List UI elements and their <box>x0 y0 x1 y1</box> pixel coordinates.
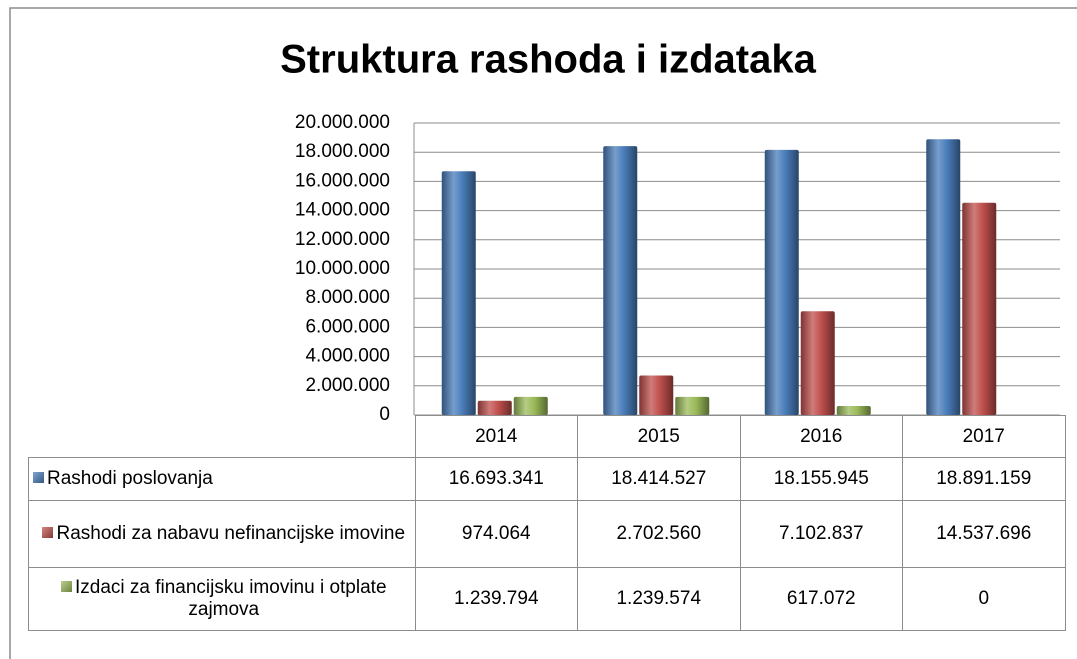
bar <box>764 149 799 415</box>
legend-key <box>60 581 72 592</box>
legend-label: Rashodi poslovanja <box>47 468 213 489</box>
bar <box>962 202 997 415</box>
data-label: 18.414.527 <box>577 457 741 501</box>
legend-entry: Rashodi poslovanja <box>28 457 416 501</box>
data-label: 2.702.560 <box>577 500 741 568</box>
legend-key <box>33 472 44 483</box>
y-tick-label: 12.000.000 <box>295 229 390 250</box>
data-label: 7.102.837 <box>739 500 903 568</box>
table-corner <box>28 415 416 458</box>
data-label: 14.537.696 <box>902 500 1066 568</box>
x-tick-label: 2016 <box>739 415 903 458</box>
data-label: 1.239.794 <box>414 567 578 631</box>
bar <box>477 400 512 415</box>
y-tick-label: 10.000.000 <box>295 258 390 279</box>
y-tick-label: 2.000.000 <box>305 375 390 396</box>
data-label: 617.072 <box>739 567 903 631</box>
y-tick-label: 20.000.000 <box>295 112 390 133</box>
legend-label: Izdaci za financijsku imovinu i otplate … <box>74 577 387 620</box>
bar <box>675 396 710 415</box>
data-label: 974.064 <box>414 500 578 568</box>
data-label: 16.693.341 <box>414 457 578 501</box>
bar <box>639 375 674 415</box>
y-tick-label: 14.000.000 <box>295 200 390 221</box>
y-tick-label: 4.000.000 <box>305 346 390 367</box>
bar <box>603 146 638 416</box>
legend-key <box>42 527 54 538</box>
bar <box>836 405 871 415</box>
chart-title: Struktura rashoda i izdataka <box>280 38 816 82</box>
x-tick-label: 2014 <box>414 415 578 458</box>
x-tick-label: 2015 <box>577 415 741 458</box>
data-label: 0 <box>902 567 1066 631</box>
bar <box>926 139 961 415</box>
table-header-row: 2014 2015 2016 2017 <box>28 415 1066 458</box>
y-tick-label: 0 <box>379 404 390 425</box>
y-tick-label: 18.000.000 <box>295 141 390 162</box>
data-table: 2014 2015 2016 2017 Rashodi poslovanja 16.693… <box>28 415 1066 631</box>
bar <box>800 311 835 415</box>
legend-entry: Rashodi za nabavu nefinancijske imovine <box>28 500 416 568</box>
legend-entry: Izdaci za financijsku imovinu i otplate … <box>28 567 416 631</box>
table-row: Izdaci za financijsku imovinu i otplate … <box>28 567 1066 631</box>
table-row: Rashodi poslovanja 16.693.341 18.414.527 18… <box>28 457 1066 501</box>
table-row: Rashodi za nabavu nefinancijske imovine 9… <box>28 500 1066 568</box>
y-tick-label: 16.000.000 <box>295 170 390 191</box>
y-tick-label: 6.000.000 <box>305 316 390 337</box>
bar <box>441 171 476 415</box>
data-label: 1.239.574 <box>577 567 741 631</box>
y-tick-label: 8.000.000 <box>305 287 390 308</box>
data-label: 18.155.945 <box>739 457 903 501</box>
x-tick-label: 2017 <box>902 415 1066 458</box>
legend-label: Rashodi za nabavu nefinancijske imovine <box>56 523 406 544</box>
bar <box>513 396 548 415</box>
data-label: 18.891.159 <box>902 457 1066 501</box>
frame-border <box>9 7 1077 659</box>
